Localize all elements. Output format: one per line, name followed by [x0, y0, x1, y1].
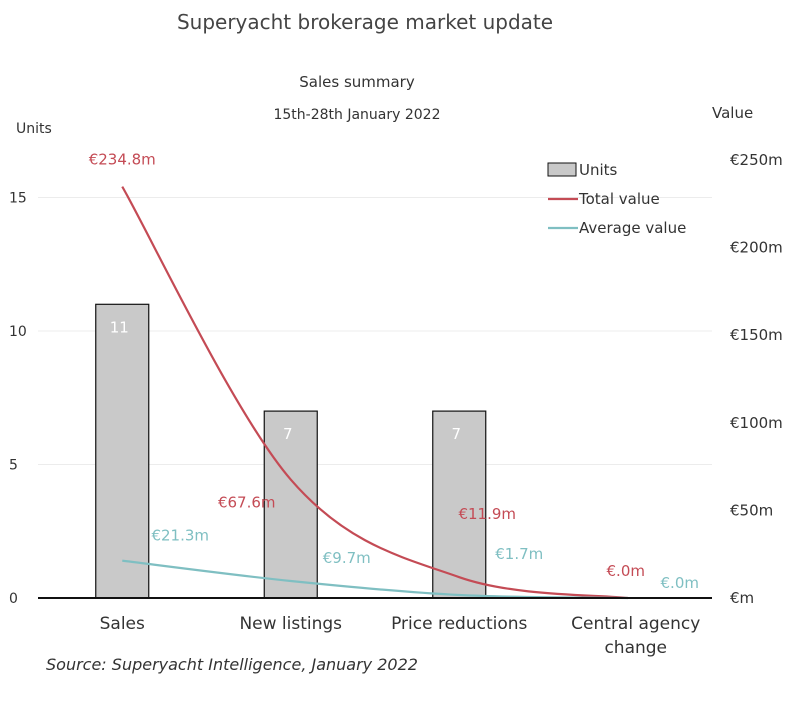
category-label-line: Central agency	[571, 614, 700, 634]
source-note: Source: Superyacht Intelligence, January…	[46, 655, 418, 674]
right-tick-label: €250m	[730, 151, 783, 169]
gridlines	[38, 197, 712, 465]
chart-title: Superyacht brokerage market update	[177, 10, 553, 34]
line-data-label: €1.7m	[495, 545, 543, 563]
chart-date-range: 15th-28th January 2022	[273, 107, 440, 123]
line-data-labels: €234.8m €67.6m €11.9m €.0m €21.3m €9.7m €1.7m €…	[89, 151, 699, 592]
line-data-label: €9.7m	[323, 549, 371, 567]
line-data-label: €67.6m	[218, 494, 276, 512]
right-tick-label: €50m	[730, 501, 773, 519]
left-tick-label: 10	[9, 324, 27, 340]
bar-data-label: 7	[451, 425, 461, 443]
category-label-line: change	[604, 638, 667, 658]
bar	[432, 410, 487, 599]
axes: 0 5 10 15 €m €50m €100m €150m €200m €250m Sales New…	[9, 151, 783, 658]
chart-subtitle: Sales summary	[299, 73, 415, 91]
bar-data-labels: 11 7 7	[110, 318, 461, 443]
category-label: New listings	[239, 614, 342, 634]
right-tick-label: €m	[730, 589, 754, 607]
left-axis-label: Units	[16, 121, 52, 137]
line-data-label: €11.9m	[458, 505, 516, 523]
bar	[263, 410, 318, 599]
line-data-label: €.0m	[607, 562, 645, 580]
category-label-line: Sales	[100, 614, 145, 634]
left-tick-label: 5	[9, 458, 18, 474]
line-total-value	[121, 186, 628, 600]
category-label: Central agency change	[571, 614, 700, 658]
category-label-line: Price reductions	[391, 614, 527, 634]
bar-data-label: 7	[283, 425, 293, 443]
line-data-label: €21.3m	[151, 527, 209, 545]
legend-entry: Average value	[579, 219, 686, 237]
legend: Units Total value Average value	[547, 161, 686, 237]
left-tick-label: 0	[9, 591, 18, 607]
right-tick-label: €100m	[730, 414, 783, 432]
category-label: Sales	[100, 614, 145, 634]
bar-series	[95, 303, 487, 599]
bar-data-label: 11	[110, 318, 129, 336]
line-data-label: €234.8m	[89, 151, 156, 169]
right-tick-label: €150m	[730, 326, 783, 344]
line-data-label: €.0m	[661, 574, 699, 592]
right-tick-label: €200m	[730, 239, 783, 257]
category-label: Price reductions	[391, 614, 527, 634]
bar	[95, 303, 150, 599]
legend-swatch-bar	[547, 162, 577, 177]
left-tick-label: 15	[9, 191, 27, 207]
legend-entry: Total value	[578, 190, 660, 208]
legend-entry: Units	[579, 161, 618, 179]
right-axis-label: Value	[712, 104, 753, 122]
category-label-line: New listings	[239, 614, 342, 634]
